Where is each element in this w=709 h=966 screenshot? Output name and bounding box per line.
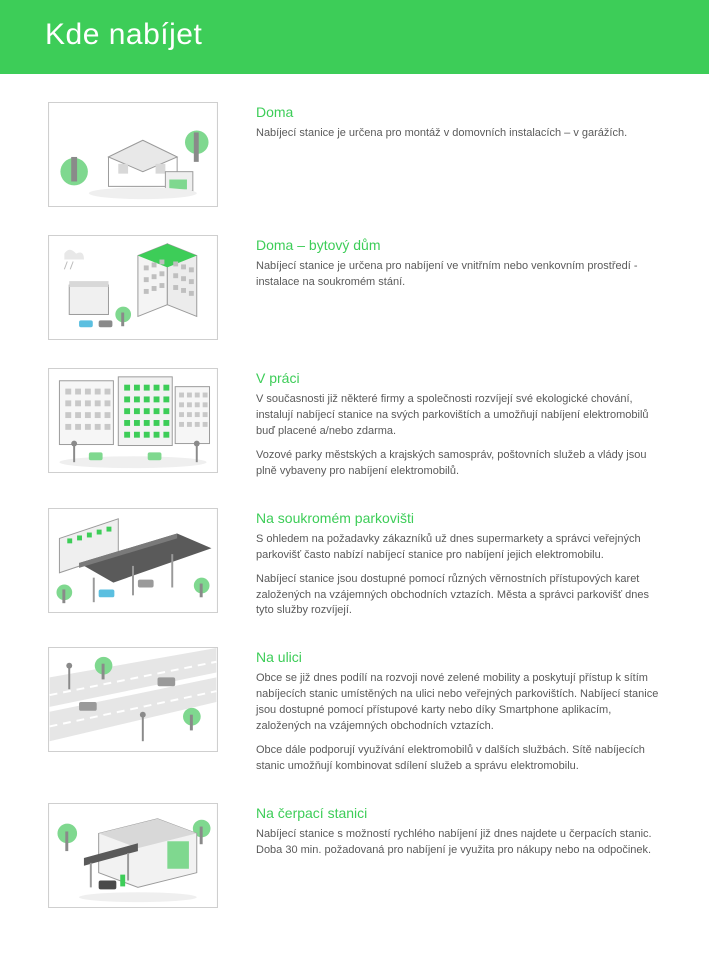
section-street-title: Na ulici	[256, 649, 669, 665]
section-fuel-station: Na čerpací stanici Nabíjecí stanice s mo…	[48, 803, 669, 908]
section-street-p1: Obce se již dnes podílí na rozvoji nové …	[256, 671, 669, 735]
illustration-fuel-station	[48, 803, 218, 908]
section-work-text: V práci V současnosti již některé firmy …	[256, 368, 669, 480]
section-work-p1: V současnosti již některé firmy a společ…	[256, 392, 669, 440]
section-apartment: Doma – bytový dům Nabíjecí stanice je ur…	[48, 235, 669, 340]
content-area: Doma Nabíjecí stanice je určena pro mont…	[0, 74, 709, 966]
section-home-text: Doma Nabíjecí stanice je určena pro mont…	[256, 102, 669, 142]
section-private-parking-p2: Nabíjecí stanice jsou dostupné pomocí rů…	[256, 572, 669, 620]
page-header: Kde nabíjet	[0, 0, 709, 74]
illustration-work	[48, 368, 218, 473]
section-apartment-title: Doma – bytový dům	[256, 237, 669, 253]
section-private-parking-p1: S ohledem na požadavky zákazníků už dnes…	[256, 532, 669, 564]
section-street-text: Na ulici Obce se již dnes podílí na rozv…	[256, 647, 669, 775]
section-home-title: Doma	[256, 104, 669, 120]
section-private-parking: Na soukromém parkovišti S ohledem na pož…	[48, 508, 669, 620]
section-fuel-station-text: Na čerpací stanici Nabíjecí stanice s mo…	[256, 803, 669, 859]
illustration-apartment	[48, 235, 218, 340]
section-work: V práci V současnosti již některé firmy …	[48, 368, 669, 480]
section-fuel-station-p1: Nabíjecí stanice s možností rychlého nab…	[256, 827, 669, 859]
section-fuel-station-title: Na čerpací stanici	[256, 805, 669, 821]
illustration-home	[48, 102, 218, 207]
illustration-private-parking	[48, 508, 218, 613]
section-home-p1: Nabíjecí stanice je určena pro montáž v …	[256, 126, 669, 142]
section-home: Doma Nabíjecí stanice je určena pro mont…	[48, 102, 669, 207]
section-private-parking-text: Na soukromém parkovišti S ohledem na pož…	[256, 508, 669, 620]
section-street-p2: Obce dále podporují využívání elektromob…	[256, 743, 669, 775]
illustration-street	[48, 647, 218, 752]
section-work-p2: Vozové parky městských a krajských samos…	[256, 448, 669, 480]
section-work-title: V práci	[256, 370, 669, 386]
section-apartment-p1: Nabíjecí stanice je určena pro nabíjení …	[256, 259, 669, 291]
section-apartment-text: Doma – bytový dům Nabíjecí stanice je ur…	[256, 235, 669, 291]
page-title: Kde nabíjet	[45, 18, 709, 52]
section-private-parking-title: Na soukromém parkovišti	[256, 510, 669, 526]
section-street: Na ulici Obce se již dnes podílí na rozv…	[48, 647, 669, 775]
